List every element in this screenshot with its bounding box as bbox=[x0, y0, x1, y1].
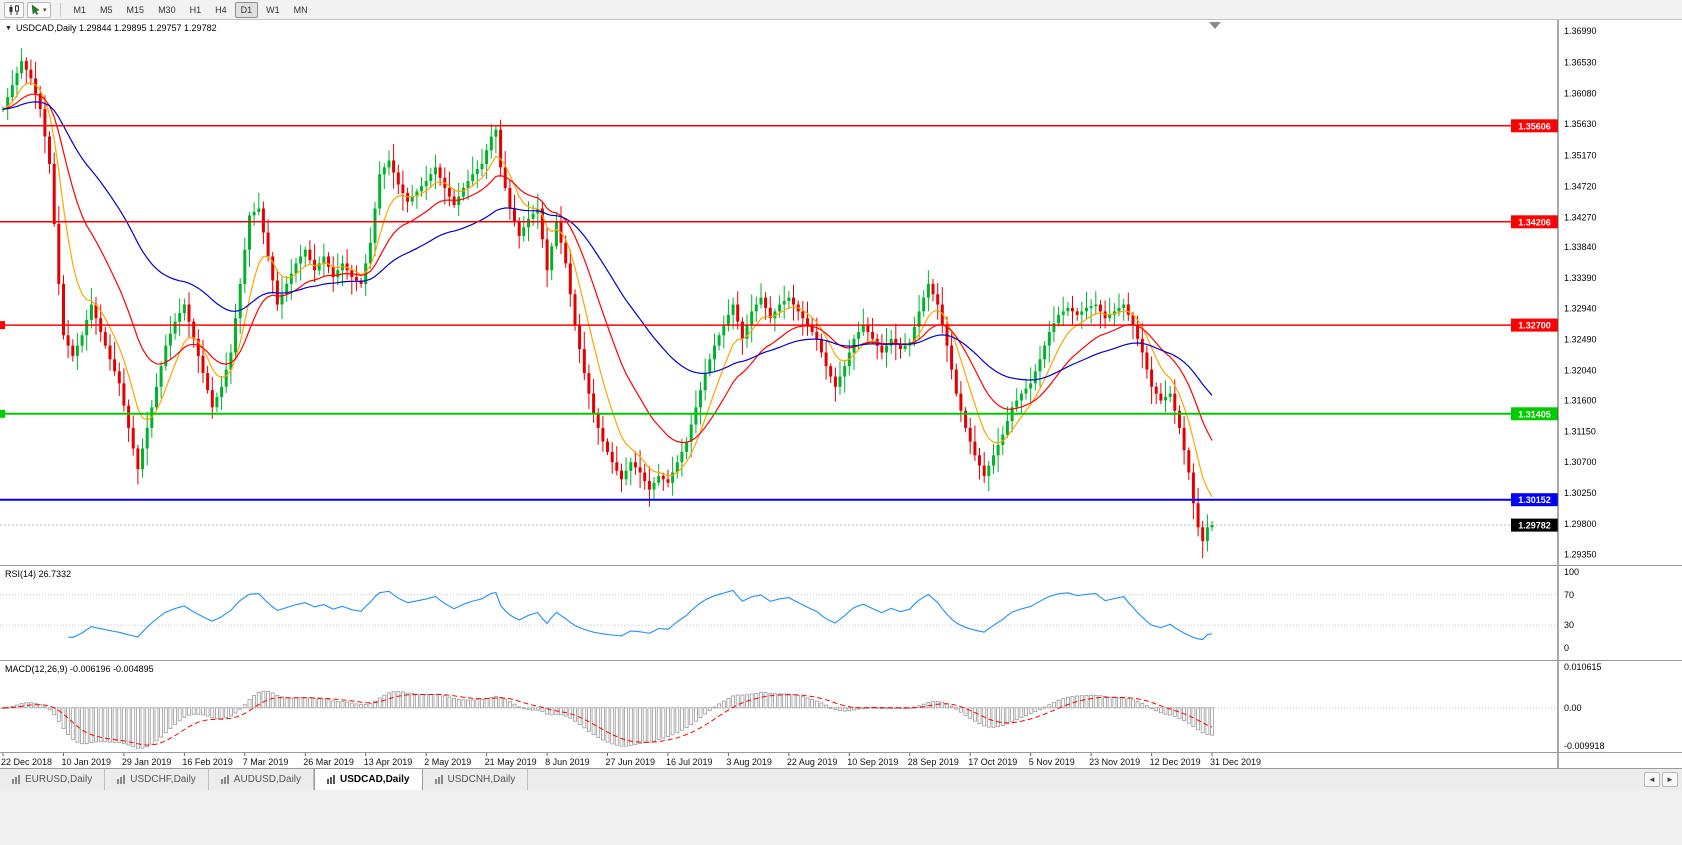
svg-text:1.34720: 1.34720 bbox=[1564, 182, 1597, 192]
tab-label: USDCAD,Daily bbox=[340, 774, 410, 785]
date-axis-labels: 22 Dec 2018 10 Jan 2019 29 Jan 2019 16 Feb … bbox=[1, 753, 1559, 768]
svg-text:1.36080: 1.36080 bbox=[1564, 88, 1597, 98]
svg-text:29 Jan 2019: 29 Jan 2019 bbox=[122, 757, 172, 767]
svg-text:0.010615: 0.010615 bbox=[1564, 662, 1602, 672]
tab-scroll-controls: ◄ ► bbox=[1644, 769, 1682, 790]
svg-text:1.32700: 1.32700 bbox=[1518, 321, 1551, 331]
svg-text:1.35606: 1.35606 bbox=[1518, 121, 1551, 131]
svg-text:0.00: 0.00 bbox=[1564, 703, 1582, 713]
top-toolbar: ▾ M1 M5 M15 M30 H1 H4 D1 W1 MN bbox=[0, 0, 1682, 20]
svg-text:16 Jul 2019: 16 Jul 2019 bbox=[666, 757, 713, 767]
svg-text:28 Sep 2019: 28 Sep 2019 bbox=[908, 757, 959, 767]
svg-text:70: 70 bbox=[1564, 590, 1574, 600]
svg-text:1.33840: 1.33840 bbox=[1564, 242, 1597, 252]
svg-text:1.34206: 1.34206 bbox=[1518, 217, 1551, 227]
price-panel[interactable]: ▼ USDCAD,Daily 1.29844 1.29895 1.29757 1… bbox=[0, 20, 1682, 565]
svg-text:22 Dec 2018: 22 Dec 2018 bbox=[1, 757, 52, 767]
chart-tab-icon bbox=[12, 775, 20, 784]
svg-text:1.30700: 1.30700 bbox=[1564, 457, 1597, 467]
svg-text:31 Dec 2019: 31 Dec 2019 bbox=[1210, 757, 1261, 767]
timeframe-d1[interactable]: D1 bbox=[234, 1, 259, 18]
timeframe-mn[interactable]: MN bbox=[288, 2, 314, 18]
tab-label: AUDUSD,Daily bbox=[233, 774, 302, 785]
svg-text:1.31405: 1.31405 bbox=[1518, 409, 1551, 419]
timeframe-m30[interactable]: M30 bbox=[152, 2, 182, 18]
macd-panel[interactable]: MACD(12,26,9) -0.006196 -0.004895 0.0106… bbox=[0, 660, 1682, 752]
svg-text:8 Jun 2019: 8 Jun 2019 bbox=[545, 757, 590, 767]
svg-text:1.31600: 1.31600 bbox=[1564, 396, 1597, 406]
price-plot[interactable]: 1.36990 1.36530 1.36080 1.35630 1.35170 1.347… bbox=[0, 20, 1682, 565]
chart-tab-icon bbox=[434, 775, 443, 784]
svg-text:16 Feb 2019: 16 Feb 2019 bbox=[182, 757, 233, 767]
timeframe-w1[interactable]: W1 bbox=[260, 2, 286, 18]
svg-text:1.36530: 1.36530 bbox=[1564, 58, 1597, 68]
svg-text:1.35630: 1.35630 bbox=[1564, 119, 1597, 129]
svg-text:23 Nov 2019: 23 Nov 2019 bbox=[1089, 757, 1140, 767]
tab-audusd[interactable]: AUDUSD,Daily bbox=[208, 769, 315, 790]
svg-text:1.34270: 1.34270 bbox=[1564, 212, 1597, 222]
svg-text:2 May 2019: 2 May 2019 bbox=[424, 757, 471, 767]
svg-text:26 Mar 2019: 26 Mar 2019 bbox=[303, 757, 354, 767]
svg-text:10 Jan 2019: 10 Jan 2019 bbox=[62, 757, 112, 767]
svg-text:100: 100 bbox=[1564, 567, 1579, 577]
caret-down-icon: ▾ bbox=[43, 6, 47, 14]
macd-plot[interactable]: 0.010615 0.00 -0.009918 bbox=[0, 661, 1682, 752]
candlestick-icon bbox=[9, 4, 19, 15]
tab-label: USDCHF,Daily bbox=[130, 774, 196, 785]
chart-type-button[interactable] bbox=[4, 1, 24, 18]
svg-text:1.32040: 1.32040 bbox=[1564, 365, 1597, 375]
svg-text:27 Jun 2019: 27 Jun 2019 bbox=[606, 757, 656, 767]
rsi-panel[interactable]: RSI(14) 26.7332 100 70 30 0 bbox=[0, 565, 1682, 660]
svg-text:5 Nov 2019: 5 Nov 2019 bbox=[1029, 757, 1075, 767]
svg-text:12 Dec 2019: 12 Dec 2019 bbox=[1150, 757, 1201, 767]
tab-label: USDCNH,Daily bbox=[447, 774, 516, 785]
svg-text:30: 30 bbox=[1564, 620, 1574, 630]
chart-tab-icon bbox=[220, 775, 229, 784]
timeframe-h1[interactable]: H1 bbox=[184, 2, 208, 18]
timeframe-m5[interactable]: M5 bbox=[94, 2, 119, 18]
svg-text:1.31150: 1.31150 bbox=[1564, 426, 1596, 436]
chart-tabbar: EURUSD,Daily USDCHF,Daily AUDUSD,Daily U… bbox=[0, 768, 1682, 790]
chart-tab-icon bbox=[117, 775, 126, 784]
timeframe-m15[interactable]: M15 bbox=[121, 2, 151, 18]
cursor-icon bbox=[31, 4, 40, 15]
timeframe-m1[interactable]: M1 bbox=[68, 2, 93, 18]
tab-eurusd[interactable]: EURUSD,Daily bbox=[0, 769, 106, 790]
svg-text:21 May 2019: 21 May 2019 bbox=[485, 757, 537, 767]
svg-text:1.32490: 1.32490 bbox=[1564, 335, 1597, 345]
rsi-plot[interactable]: 100 70 30 0 bbox=[0, 566, 1682, 660]
svg-text:22 Aug 2019: 22 Aug 2019 bbox=[787, 757, 838, 767]
svg-text:1.33390: 1.33390 bbox=[1564, 273, 1597, 283]
svg-text:1.35170: 1.35170 bbox=[1564, 151, 1597, 161]
svg-text:1.36990: 1.36990 bbox=[1564, 26, 1597, 36]
chart-window: ▼ USDCAD,Daily 1.29844 1.29895 1.29757 1… bbox=[0, 20, 1682, 768]
tab-scroll-right-button[interactable]: ► bbox=[1662, 772, 1678, 787]
svg-text:0: 0 bbox=[1564, 643, 1569, 653]
cursor-tools-button[interactable]: ▾ bbox=[27, 1, 51, 18]
date-axis[interactable]: 22 Dec 2018 10 Jan 2019 29 Jan 2019 16 Feb … bbox=[0, 752, 1682, 768]
svg-text:-0.009918: -0.009918 bbox=[1564, 741, 1605, 751]
tab-label: EURUSD,Daily bbox=[25, 774, 93, 785]
svg-text:1.32940: 1.32940 bbox=[1564, 304, 1597, 314]
chart-tab-icon bbox=[327, 775, 336, 784]
svg-text:1.30152: 1.30152 bbox=[1518, 495, 1551, 505]
svg-text:1.30250: 1.30250 bbox=[1564, 488, 1597, 498]
svg-text:3 Aug 2019: 3 Aug 2019 bbox=[726, 757, 772, 767]
svg-text:17 Oct 2019: 17 Oct 2019 bbox=[968, 757, 1017, 767]
svg-text:10 Sep 2019: 10 Sep 2019 bbox=[847, 757, 898, 767]
svg-text:1.29350: 1.29350 bbox=[1564, 550, 1597, 560]
timeframe-h4[interactable]: H4 bbox=[209, 2, 233, 18]
tab-usdcnh[interactable]: USDCNH,Daily bbox=[422, 769, 529, 790]
svg-text:7 Mar 2019: 7 Mar 2019 bbox=[243, 757, 289, 767]
svg-text:13 Apr 2019: 13 Apr 2019 bbox=[364, 757, 413, 767]
svg-text:1.29782: 1.29782 bbox=[1518, 521, 1551, 531]
tab-scroll-left-button[interactable]: ◄ bbox=[1644, 772, 1660, 787]
toolbar-separator bbox=[59, 2, 61, 17]
svg-text:1.29800: 1.29800 bbox=[1564, 519, 1597, 529]
tab-usdchf[interactable]: USDCHF,Daily bbox=[105, 769, 209, 790]
tab-usdcad[interactable]: USDCAD,Daily bbox=[314, 769, 423, 790]
window-filler bbox=[0, 790, 1682, 845]
